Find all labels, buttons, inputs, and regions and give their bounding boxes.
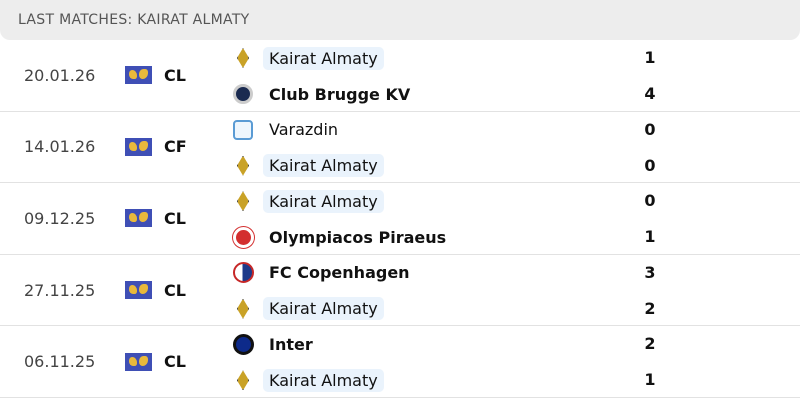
score-away: 4 <box>644 84 656 103</box>
score-away: 1 <box>644 370 656 390</box>
competition[interactable]: CF <box>125 112 187 183</box>
team-home[interactable]: FC Copenhagen <box>232 259 416 287</box>
score-home: 0 <box>644 191 656 211</box>
world-flag-icon <box>125 352 152 371</box>
score-home: 2 <box>644 334 656 354</box>
team-name: Kairat Almaty <box>263 189 384 213</box>
team-home[interactable]: Kairat Almaty <box>232 44 384 72</box>
team-away[interactable]: Kairat Almaty <box>232 295 384 323</box>
team-away[interactable]: Club Brugge KV <box>232 80 416 108</box>
team-name: Kairat Almaty <box>263 368 384 392</box>
kairat-logo-icon <box>232 298 254 320</box>
team-name: FC Copenhagen <box>269 263 410 283</box>
score-away: 1 <box>644 227 656 247</box>
kairat-logo-icon <box>232 369 254 391</box>
team-away[interactable]: Kairat Almaty <box>232 366 384 394</box>
team-name: Varazdin <box>269 120 339 140</box>
world-flag-icon <box>125 66 152 85</box>
varazdin-logo-icon <box>232 119 254 141</box>
team-home[interactable]: Varazdin <box>232 116 344 144</box>
competition-label: CL <box>164 280 186 300</box>
match-date: 27.11.25 <box>24 280 96 300</box>
world-flag-icon <box>125 281 152 300</box>
competition-label: CL <box>164 65 186 85</box>
competition[interactable]: CL <box>125 40 186 111</box>
kairat-logo-icon <box>232 47 254 69</box>
match-date: 14.01.26 <box>24 137 96 157</box>
team-away[interactable]: Kairat Almaty <box>232 152 384 180</box>
oly-logo-icon <box>232 226 254 248</box>
score-home: 3 <box>644 262 656 282</box>
match-date: 09.12.25 <box>24 208 96 228</box>
world-flag-icon <box>125 137 152 156</box>
score-home: 0 <box>644 119 656 139</box>
section-header: LAST MATCHES: KAIRAT ALMATY <box>0 0 800 40</box>
section-title: LAST MATCHES: KAIRAT ALMATY <box>18 12 250 28</box>
inter-logo-icon <box>232 333 254 355</box>
match-date: 20.01.26 <box>24 65 96 85</box>
kairat-logo-icon <box>232 190 254 212</box>
world-flag-icon <box>125 209 152 228</box>
team-home[interactable]: Inter <box>232 330 319 358</box>
match-row[interactable]: 14.01.26 CF Varazdin 0 Kairat Almaty 0 <box>0 112 800 184</box>
team-name: Kairat Almaty <box>263 46 384 70</box>
match-row[interactable]: 20.01.26 CL Kairat Almaty 1 Club Brugge … <box>0 40 800 112</box>
competition-label: CL <box>164 208 186 228</box>
competition-label: CF <box>164 137 187 157</box>
match-row[interactable]: 06.11.25 CL Inter 2 Kairat Almaty 1 <box>0 326 800 398</box>
score-away: 2 <box>644 298 656 318</box>
competition[interactable]: CL <box>125 326 186 397</box>
team-name: Kairat Almaty <box>263 297 384 321</box>
competition-label: CL <box>164 352 186 372</box>
match-row[interactable]: 27.11.25 CL FC Copenhagen 3 Kairat Almat… <box>0 255 800 327</box>
brugge-logo-icon <box>232 83 254 105</box>
competition[interactable]: CL <box>125 183 186 254</box>
team-home[interactable]: Kairat Almaty <box>232 187 384 215</box>
team-name: Kairat Almaty <box>263 154 384 178</box>
kairat-logo-icon <box>232 155 254 177</box>
match-date: 06.11.25 <box>24 352 96 372</box>
score-home: 1 <box>644 48 656 67</box>
score-away: 0 <box>644 155 656 175</box>
fcc-logo-icon <box>232 262 254 284</box>
team-away[interactable]: Olympiacos Piraeus <box>232 223 452 251</box>
team-name: Inter <box>269 334 313 354</box>
team-name: Olympiacos Piraeus <box>269 227 447 247</box>
match-row[interactable]: 09.12.25 CL Kairat Almaty 0 Olympiacos P… <box>0 183 800 255</box>
competition[interactable]: CL <box>125 255 186 326</box>
team-name: Club Brugge KV <box>269 84 411 104</box>
